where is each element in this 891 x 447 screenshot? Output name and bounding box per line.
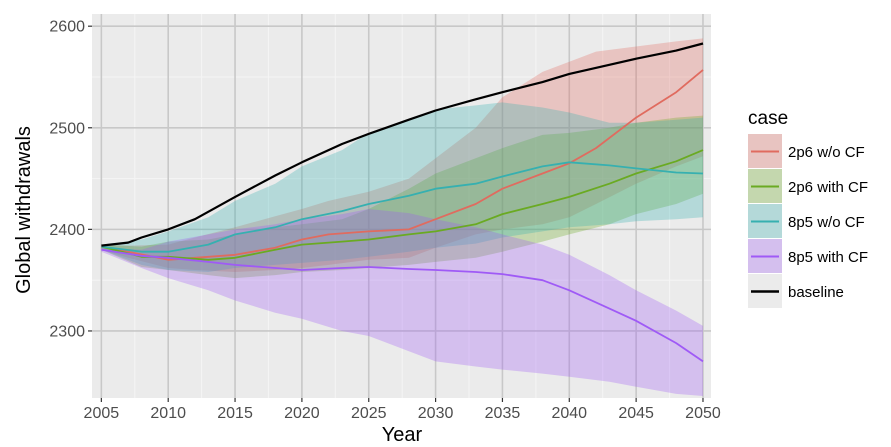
plot-panel — [92, 14, 711, 398]
x-tick-label: 2045 — [618, 405, 654, 422]
minor-grid — [92, 14, 711, 398]
legend-label: baseline — [788, 284, 844, 301]
x-axis-title: Year — [382, 424, 423, 446]
y-tick-label: 2600 — [49, 19, 85, 36]
y-tick-label: 2400 — [49, 222, 85, 239]
series-line — [101, 248, 704, 363]
legend-label: 2p6 with CF — [788, 179, 868, 196]
legend-label: 8p5 w/o CF — [788, 214, 865, 231]
y-tick-label: 2500 — [49, 120, 85, 137]
axis-ticks — [88, 25, 704, 402]
ribbon — [101, 102, 703, 273]
series-line — [101, 149, 704, 261]
x-tick-label: 2030 — [418, 405, 454, 422]
ribbon — [101, 38, 703, 273]
ribbon — [101, 209, 703, 396]
x-tick-label: 2010 — [150, 405, 186, 422]
series-line — [101, 161, 704, 253]
x-tick-label: 2020 — [284, 405, 320, 422]
ribbons — [101, 38, 703, 396]
x-axis-tick-labels: 2005 2010 2015 2020 2025 2030 2035 2040 2045 2050 — [84, 405, 721, 422]
x-tick-label: 2035 — [485, 405, 521, 422]
legend-title: case — [748, 108, 788, 129]
series-lines — [101, 42, 704, 363]
series-line — [101, 69, 704, 261]
series-line — [101, 42, 704, 247]
x-tick-label: 2015 — [217, 405, 253, 422]
y-axis-tick-labels: 2300 2400 2500 2600 — [49, 19, 85, 341]
x-tick-label: 2040 — [551, 405, 587, 422]
x-tick-label: 2050 — [685, 405, 721, 422]
legend: case 2p6 w/o CF 2p6 with CF 8p5 w/o CF 8p5 … — [748, 108, 868, 308]
x-tick-label: 2025 — [351, 405, 387, 422]
legend-label: 8p5 with CF — [788, 249, 868, 266]
x-tick-label: 2005 — [84, 405, 120, 422]
y-tick-label: 2300 — [49, 323, 85, 340]
legend-label: 2p6 w/o CF — [788, 144, 865, 161]
y-axis-title: Global withdrawals — [13, 126, 35, 294]
